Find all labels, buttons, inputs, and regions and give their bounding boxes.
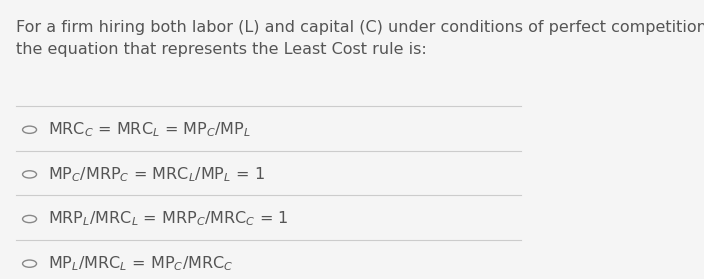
Text: For a firm hiring both labor (L) and capital (C) under conditions of perfect com: For a firm hiring both labor (L) and cap… — [16, 20, 704, 57]
Text: MP$_L$/MRC$_L$ = MP$_C$/MRC$_C$: MP$_L$/MRC$_L$ = MP$_C$/MRC$_C$ — [49, 254, 234, 273]
Text: MP$_C$/MRP$_C$ = MRC$_L$/MP$_L$ = 1: MP$_C$/MRP$_C$ = MRC$_L$/MP$_L$ = 1 — [49, 165, 265, 184]
Text: MRC$_C$ = MRC$_L$ = MP$_C$/MP$_L$: MRC$_C$ = MRC$_L$ = MP$_C$/MP$_L$ — [49, 120, 251, 139]
Text: MRP$_L$/MRC$_L$ = MRP$_C$/MRC$_C$ = 1: MRP$_L$/MRC$_L$ = MRP$_C$/MRC$_C$ = 1 — [49, 210, 289, 229]
